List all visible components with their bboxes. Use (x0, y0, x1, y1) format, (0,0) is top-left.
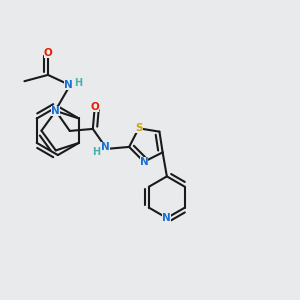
Text: N: N (64, 80, 73, 90)
Text: N: N (51, 106, 60, 116)
Text: H: H (92, 147, 100, 157)
Text: H: H (74, 78, 83, 88)
Text: N: N (163, 213, 171, 223)
Text: O: O (44, 48, 52, 58)
Text: N: N (101, 142, 110, 152)
Text: O: O (90, 102, 99, 112)
Text: N: N (140, 157, 148, 167)
Text: S: S (135, 123, 142, 133)
